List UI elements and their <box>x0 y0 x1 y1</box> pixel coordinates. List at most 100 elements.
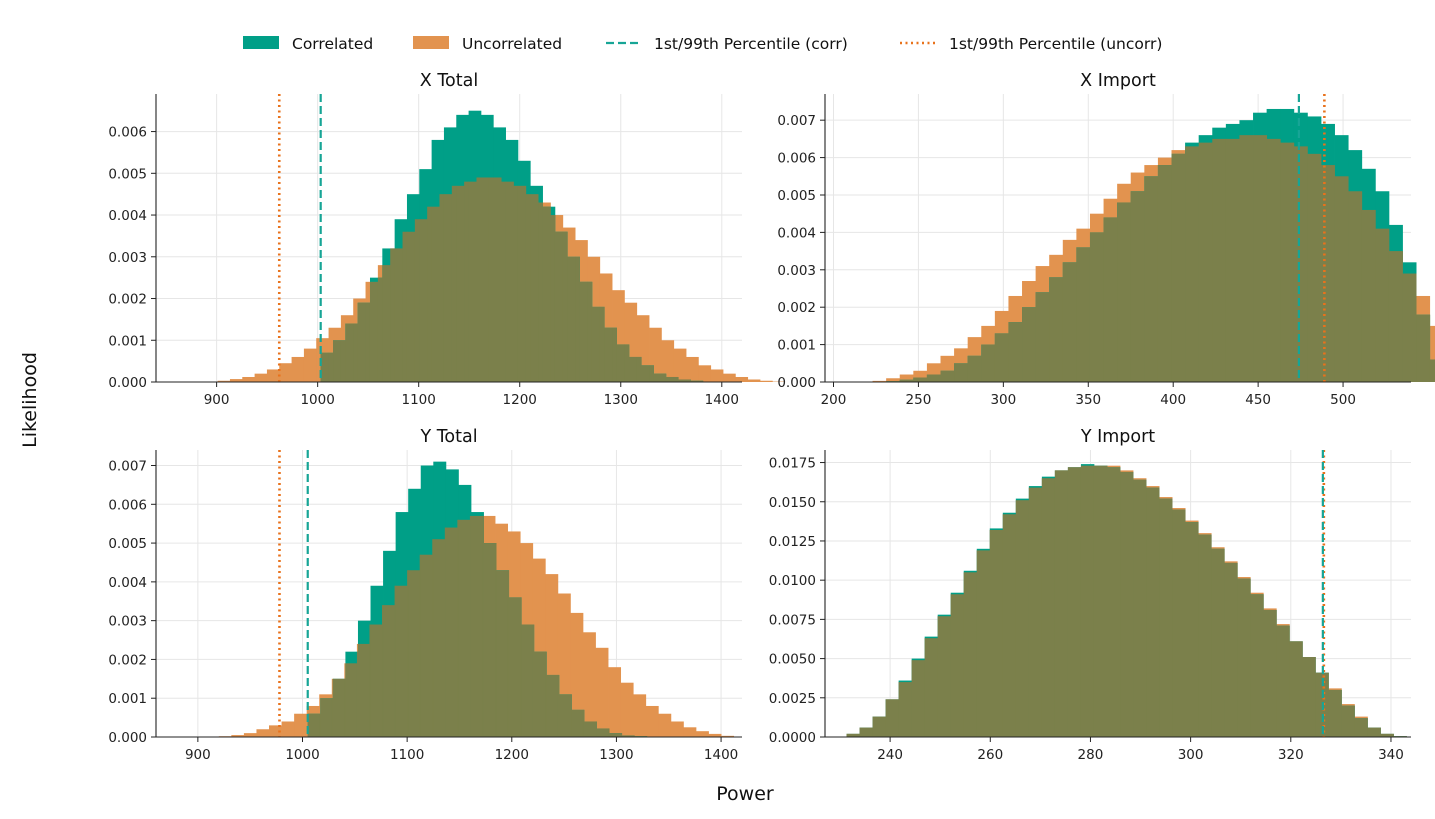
y-total-overlap-bar-3 <box>331 698 334 737</box>
y-import-overlap-bar-23 <box>1146 487 1160 737</box>
x-import-ytick-label-0: 0.000 <box>777 375 816 391</box>
y-total-overlap-bar-25 <box>469 515 472 737</box>
x-import-overlap-bar-39 <box>1416 314 1431 382</box>
x-total-overlap-bar-61 <box>698 380 704 382</box>
y-import-overlap-bar-34 <box>1289 641 1303 737</box>
y-total-overlap-bar-46 <box>596 728 609 737</box>
y-total-overlap-bar-22 <box>445 527 458 737</box>
y-import-overlap-bar-24 <box>1159 498 1173 737</box>
y-import-overlap-bar-39 <box>1354 718 1368 737</box>
x-total-overlap-bar-35 <box>538 202 543 382</box>
y-total-uncorrelated-bar-3 <box>256 729 270 737</box>
x-total-overlap-bar-31 <box>513 185 519 382</box>
y-import-overlap-bar-21 <box>1120 471 1134 737</box>
y-total-overlap-bar-5 <box>344 678 346 737</box>
x-import-xtick-label-1: 250 <box>906 392 932 408</box>
y-total-overlap-bar-11 <box>382 605 384 737</box>
x-total-uncorrelated-bar-40 <box>710 369 724 382</box>
x-import-xtick-label-5: 450 <box>1245 392 1271 408</box>
x-total-overlap-bar-43 <box>587 281 593 382</box>
y-total-xtick-label-3: 1200 <box>495 747 529 763</box>
y-total-uncorrelated-bar-5 <box>281 721 295 737</box>
x-total-ytick-label-5: 0.005 <box>108 166 147 182</box>
y-import-ytick-label-1: 0.0025 <box>769 691 816 707</box>
y-total-title: Y Total <box>419 427 477 447</box>
y-total-overlap-bar-51 <box>633 735 635 737</box>
y-total-ytick-label-3: 0.003 <box>108 614 147 630</box>
x-total-overlap-bar-26 <box>480 177 490 382</box>
y-import-overlap-bar-9 <box>963 572 978 737</box>
x-total-overlap-bar-3 <box>340 340 346 382</box>
y-total-overlap-bar-18 <box>420 554 433 737</box>
y-import-xtick-label-0: 240 <box>877 747 903 763</box>
x-import-ytick-label-6: 0.006 <box>777 151 816 167</box>
panel-x-import: 200 250 300 350 400 450 500 0.000 0.001 0.002 0.00… <box>777 71 1435 408</box>
y-import-overlap-bar-26 <box>1185 522 1199 737</box>
y-total-overlap-bar-39 <box>557 674 560 737</box>
y-total-overlap-bar-38 <box>546 674 559 737</box>
y-import-overlap-bar-2 <box>872 716 887 737</box>
x-total-overlap-bar-56 <box>665 376 675 382</box>
x-total-xtick-label-5: 1400 <box>705 392 739 408</box>
y-total-overlap-bar-37 <box>545 651 547 737</box>
y-import-overlap-bar-25 <box>1172 509 1186 737</box>
x-total-uncorrelated-bar-2 <box>242 376 256 382</box>
x-total-overlap-bar-39 <box>562 231 568 382</box>
y-total-overlap-bar-41 <box>570 694 572 737</box>
y-total-overlap-bar-15 <box>407 570 409 737</box>
y-total-uncorrelated-bar-33 <box>633 694 647 737</box>
x-import-overlap-bar-7 <box>981 344 996 382</box>
y-import-ytick-label-4: 0.0100 <box>769 573 816 589</box>
legend-label-uncorrelated: Uncorrelated <box>462 35 562 53</box>
x-total-ytick-label-1: 0.001 <box>108 333 147 349</box>
y-total-overlap-bar-14 <box>395 585 408 737</box>
x-total-overlap-bar-46 <box>604 327 613 382</box>
y-import-overlap-bar-8 <box>950 594 965 737</box>
y-total-overlap-bar-30 <box>496 570 508 737</box>
y-import-overlap-bar-31 <box>1250 594 1264 737</box>
x-total-ytick-label-4: 0.004 <box>108 208 147 224</box>
y-import-ytick-label-0: 0.0000 <box>769 730 816 746</box>
y-total-overlap-bar-36 <box>533 651 546 737</box>
x-total-overlap-bar-16 <box>419 219 428 382</box>
x-import-overlap-bar-38 <box>1402 273 1417 382</box>
x-import-xtick-label-4: 400 <box>1160 392 1186 408</box>
x-total-uncorrelated-bar-0 <box>217 380 231 382</box>
y-import-title: Y Import <box>1080 427 1155 447</box>
y-total-uncorrelated-bar-6 <box>294 713 308 737</box>
y-total-uncorrelated-bar-2 <box>243 733 257 737</box>
y-import-overlap-bar-7 <box>937 616 952 737</box>
x-total-uncorrelated-bar-5 <box>279 363 292 382</box>
x-import-overlap-bar-40 <box>1429 359 1435 382</box>
x-total-overlap-bar-27 <box>488 177 494 382</box>
y-import-overlap-bar-13 <box>1015 500 1030 737</box>
x-import-uncorrelated-bar-3 <box>913 370 928 382</box>
y-total-overlap-bar-32 <box>508 597 521 737</box>
y-import-overlap-bar-38 <box>1341 705 1355 737</box>
x-import-overlap-bar-33 <box>1334 176 1349 382</box>
x-total-overlap-bar-59 <box>686 379 691 382</box>
y-import-xtick-label-1: 260 <box>977 747 1003 763</box>
y-total-uncorrelated-bar-38 <box>695 731 709 737</box>
y-total-uncorrelated-bar-39 <box>708 733 722 737</box>
x-total-uncorrelated-bar-41 <box>723 373 736 382</box>
x-total-overlap-bar-9 <box>377 277 383 382</box>
x-import-overlap-bar-37 <box>1388 251 1403 382</box>
y-import-overlap-bar-37 <box>1328 689 1342 737</box>
x-import-ytick-label-3: 0.003 <box>777 263 816 279</box>
y-import-overlap-bar-15 <box>1041 478 1056 737</box>
x-total-uncorrelated-bar-7 <box>303 348 317 382</box>
y-total-overlap-bar-24 <box>458 519 471 737</box>
x-import-ytick-label-5: 0.005 <box>777 188 816 204</box>
x-total-xtick-label-3: 1200 <box>503 392 537 408</box>
x-total-xtick-label-2: 1100 <box>402 392 436 408</box>
y-import-overlap-bar-22 <box>1133 479 1147 737</box>
y-total-ytick-label-1: 0.001 <box>108 691 147 707</box>
y-total-overlap-bar-27 <box>482 515 484 737</box>
legend-label-uncorr-percentile: 1st/99th Percentile (uncorr) <box>949 35 1162 53</box>
y-import-xtick-label-2: 280 <box>1078 747 1104 763</box>
y-total-overlap-bar-49 <box>620 733 623 737</box>
y-import-overlap-bar-17 <box>1067 467 1082 737</box>
x-import-overlap-bar-8 <box>994 333 1009 382</box>
x-total-overlap-bar-32 <box>517 185 527 382</box>
